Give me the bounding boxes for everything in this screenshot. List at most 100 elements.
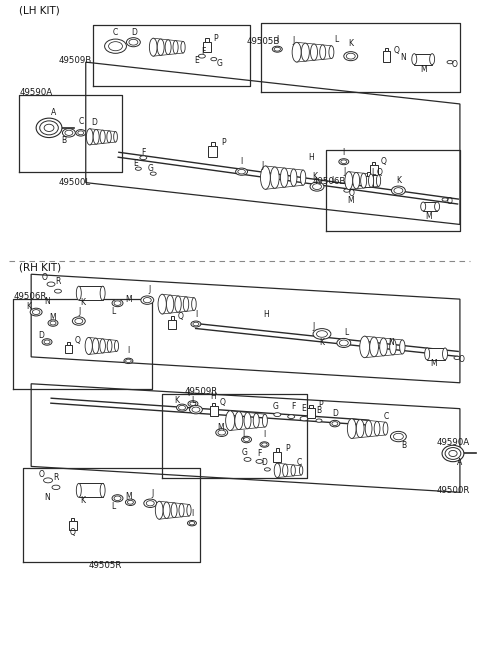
Bar [307,408,315,418]
Text: K: K [175,396,180,405]
Ellipse shape [198,54,205,58]
Ellipse shape [189,521,195,525]
Ellipse shape [85,337,92,355]
Text: I: I [187,389,189,398]
Ellipse shape [44,125,54,132]
Ellipse shape [291,465,295,476]
Ellipse shape [179,405,185,410]
Ellipse shape [72,317,85,326]
Ellipse shape [144,499,156,507]
Ellipse shape [216,429,228,436]
Ellipse shape [183,297,189,312]
Text: 49509R: 49509R [185,387,218,396]
Ellipse shape [135,167,141,170]
Text: Q: Q [394,45,399,55]
Ellipse shape [55,289,61,293]
Text: K: K [396,176,401,185]
Ellipse shape [108,42,122,51]
Ellipse shape [171,503,177,517]
Ellipse shape [339,340,348,346]
Ellipse shape [274,413,281,416]
Ellipse shape [193,322,199,326]
Text: F: F [202,47,206,55]
Text: M: M [348,196,354,205]
Ellipse shape [344,51,358,61]
Text: C: C [384,412,389,421]
Text: I: I [343,148,345,158]
Text: D: D [332,409,338,418]
Bar [208,146,217,157]
Ellipse shape [44,340,50,344]
Text: A: A [457,458,463,467]
Text: K: K [320,339,324,347]
Ellipse shape [76,483,81,498]
Ellipse shape [165,40,171,55]
Text: M: M [425,212,432,221]
Ellipse shape [42,339,52,345]
Ellipse shape [93,129,99,144]
Text: I: I [263,430,265,439]
Ellipse shape [391,186,405,195]
Ellipse shape [380,338,387,356]
Ellipse shape [150,172,156,175]
Ellipse shape [300,416,308,421]
Ellipse shape [449,450,457,457]
Bar [211,142,215,146]
Ellipse shape [290,169,297,186]
Ellipse shape [158,295,166,314]
Text: 49500L: 49500L [59,178,91,187]
Text: N: N [44,493,50,501]
Ellipse shape [112,300,123,306]
Ellipse shape [348,418,356,438]
Ellipse shape [188,521,196,526]
Text: C: C [78,117,84,127]
Ellipse shape [442,198,448,201]
Ellipse shape [76,130,86,136]
Text: 49590A: 49590A [19,88,52,96]
Ellipse shape [129,40,138,45]
Ellipse shape [383,422,388,435]
Ellipse shape [218,430,226,435]
Ellipse shape [47,282,55,287]
Ellipse shape [190,402,196,405]
Text: M: M [125,492,132,501]
Ellipse shape [253,413,259,428]
Text: 49506R: 49506R [13,292,47,301]
Text: N: N [389,339,394,347]
Ellipse shape [420,202,426,211]
Ellipse shape [114,301,121,305]
Ellipse shape [300,170,306,185]
Ellipse shape [390,432,407,442]
Ellipse shape [301,43,309,61]
Text: L: L [331,176,335,185]
Text: (LH KIT): (LH KIT) [19,5,60,15]
Bar [79,483,103,498]
Ellipse shape [344,189,350,192]
Text: G: G [217,59,223,68]
Ellipse shape [105,39,126,53]
Ellipse shape [30,308,42,316]
Ellipse shape [313,329,331,339]
Bar [69,521,77,530]
Ellipse shape [332,422,338,426]
Ellipse shape [125,499,135,505]
Ellipse shape [365,420,372,437]
Ellipse shape [52,485,60,490]
Ellipse shape [78,131,84,135]
Text: K: K [80,496,85,505]
Ellipse shape [445,447,461,459]
Ellipse shape [112,495,123,502]
Ellipse shape [263,415,267,427]
Text: 49590A: 49590A [436,438,469,447]
Ellipse shape [114,132,118,142]
Text: F: F [257,449,262,458]
Ellipse shape [264,468,270,471]
Text: K: K [312,172,317,181]
Text: F: F [291,402,295,411]
Ellipse shape [311,44,318,61]
Ellipse shape [187,504,191,516]
Ellipse shape [192,298,196,310]
Text: I: I [191,509,193,518]
Text: J: J [261,161,264,170]
Bar [385,48,388,51]
